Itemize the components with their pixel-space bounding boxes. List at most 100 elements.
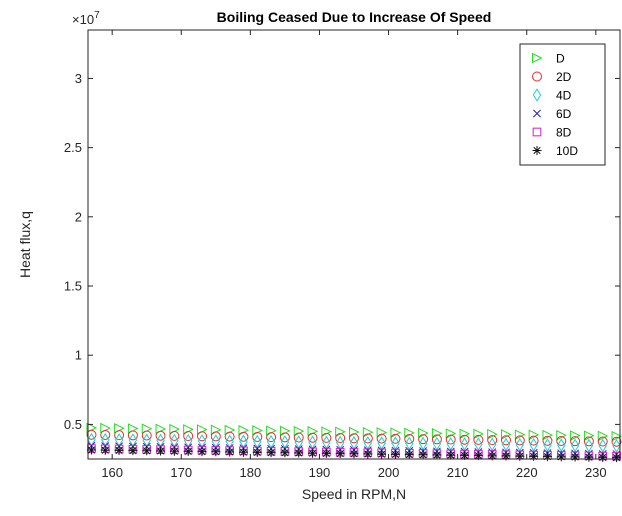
legend-marker (532, 88, 542, 102)
data-point (597, 436, 608, 447)
data-point (432, 450, 442, 460)
series-2D (86, 429, 622, 447)
axis-ticks: 160 170 180 190 200 210 220 230 0.5 1 1.5 2 2.5 3 (64, 30, 620, 480)
data-point (321, 432, 332, 443)
data-point (349, 449, 359, 459)
x-tick-label: 190 (309, 465, 331, 480)
data-point (308, 448, 318, 458)
data-point (418, 434, 429, 445)
data-point (584, 438, 594, 453)
data-point (307, 432, 318, 443)
data-point (583, 430, 595, 442)
data-point (197, 431, 207, 442)
data-point (100, 445, 110, 455)
data-point (570, 438, 580, 453)
data-point (252, 447, 262, 457)
x-tick-label: 220 (516, 465, 538, 480)
data-point (487, 435, 498, 446)
y-tick-label: 3 (75, 71, 82, 86)
data-point (542, 429, 554, 441)
data-point (169, 446, 179, 456)
data-point (612, 453, 622, 463)
data-point (514, 435, 525, 446)
data-point (86, 429, 97, 440)
x-axis-label: Speed in RPM,N (302, 486, 406, 502)
legend-entry-label: 6D (556, 107, 572, 121)
y-tick-label: 1 (75, 348, 82, 363)
data-point (294, 448, 304, 458)
data-point (515, 451, 525, 461)
axes-box (87, 29, 621, 460)
data-point (611, 430, 622, 442)
y-tick-label: 2 (75, 209, 82, 224)
data-point (293, 432, 304, 443)
data-point (349, 426, 360, 438)
legend-marker (532, 71, 542, 82)
data-point (445, 428, 457, 439)
data-point (377, 449, 387, 459)
data-point (528, 435, 539, 446)
data-point (128, 446, 138, 456)
data-point (390, 449, 400, 459)
data-point (542, 435, 553, 446)
x-tick-label: 230 (585, 465, 607, 480)
data-point (473, 451, 483, 461)
y-axis-exponent-power: 7 (94, 10, 100, 21)
data-point (459, 434, 470, 445)
x-tick-label: 200 (378, 465, 400, 480)
data-point (211, 447, 221, 457)
data-point (501, 435, 511, 446)
data-point (557, 438, 566, 453)
data-point (528, 429, 540, 441)
data-point (266, 432, 277, 443)
data-point (543, 438, 552, 452)
data-point (570, 436, 581, 447)
data-point (404, 433, 415, 444)
data-point (570, 430, 581, 441)
data-point (390, 433, 401, 444)
legend-entry-label: 10D (556, 144, 578, 158)
data-point (584, 452, 594, 462)
data-point (556, 435, 567, 446)
data-point (349, 433, 359, 444)
data-point (529, 451, 539, 461)
data-point (321, 448, 331, 458)
legend-entry-label: 4D (556, 89, 572, 103)
legend: D 2D 4D 6D 8D 10D (519, 43, 606, 166)
data-point (501, 429, 512, 440)
data-point (86, 445, 96, 455)
data-point (335, 449, 345, 459)
legend-marker (532, 146, 542, 155)
data-point (542, 452, 552, 462)
data-point (473, 428, 484, 440)
data-point (376, 427, 388, 438)
x-tick-label: 170 (170, 465, 192, 480)
data-point (114, 445, 124, 455)
data-point (598, 452, 608, 462)
data-point (335, 433, 346, 444)
data-point (155, 430, 166, 441)
series-10D (86, 445, 622, 463)
data-point (583, 436, 594, 447)
x-tick-label: 180 (240, 465, 262, 480)
y-tick-label: 1.5 (64, 279, 82, 294)
data-point (141, 430, 152, 441)
x-tick-label: 210 (447, 465, 469, 480)
legend-entry-label: D (556, 52, 565, 66)
data-point (570, 452, 580, 462)
data-point (127, 430, 138, 441)
data-point (279, 432, 290, 443)
data-point (363, 449, 373, 459)
data-point (197, 447, 207, 457)
data-point (238, 431, 249, 442)
data-point (376, 433, 387, 444)
data-point (460, 450, 470, 460)
legend-entry-label: 2D (556, 70, 572, 84)
data-point (210, 431, 221, 442)
data-point (556, 452, 566, 462)
data-point (266, 448, 276, 458)
data-point (183, 431, 194, 442)
data-point (445, 434, 456, 445)
data-point (142, 446, 152, 456)
